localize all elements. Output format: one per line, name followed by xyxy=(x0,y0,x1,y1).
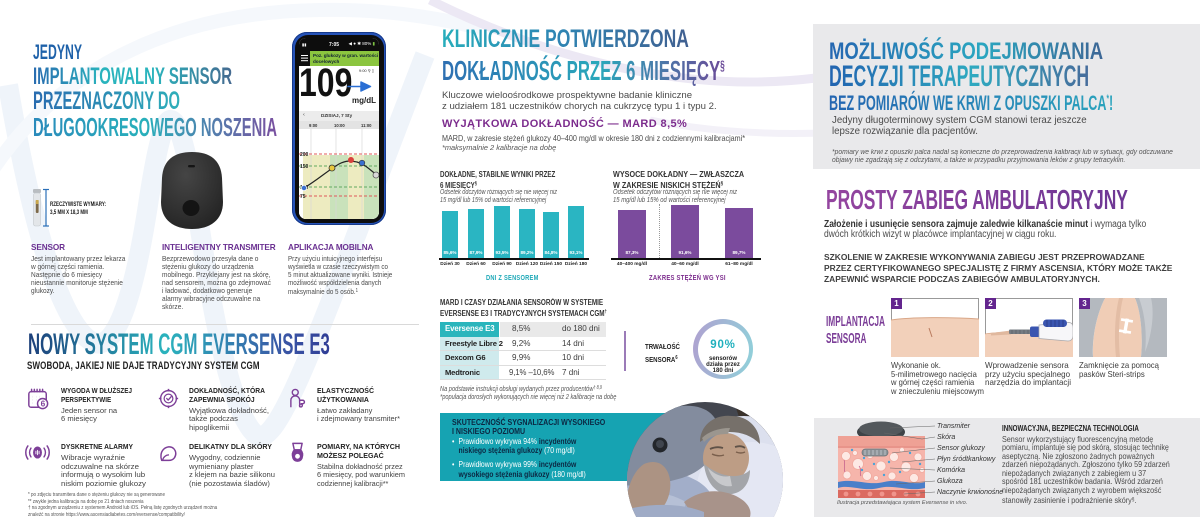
svg-text:200: 200 xyxy=(300,152,309,158)
svg-text:150: 150 xyxy=(300,164,309,170)
svg-text:75: 75 xyxy=(300,194,306,200)
svg-text:6: 6 xyxy=(41,400,46,409)
